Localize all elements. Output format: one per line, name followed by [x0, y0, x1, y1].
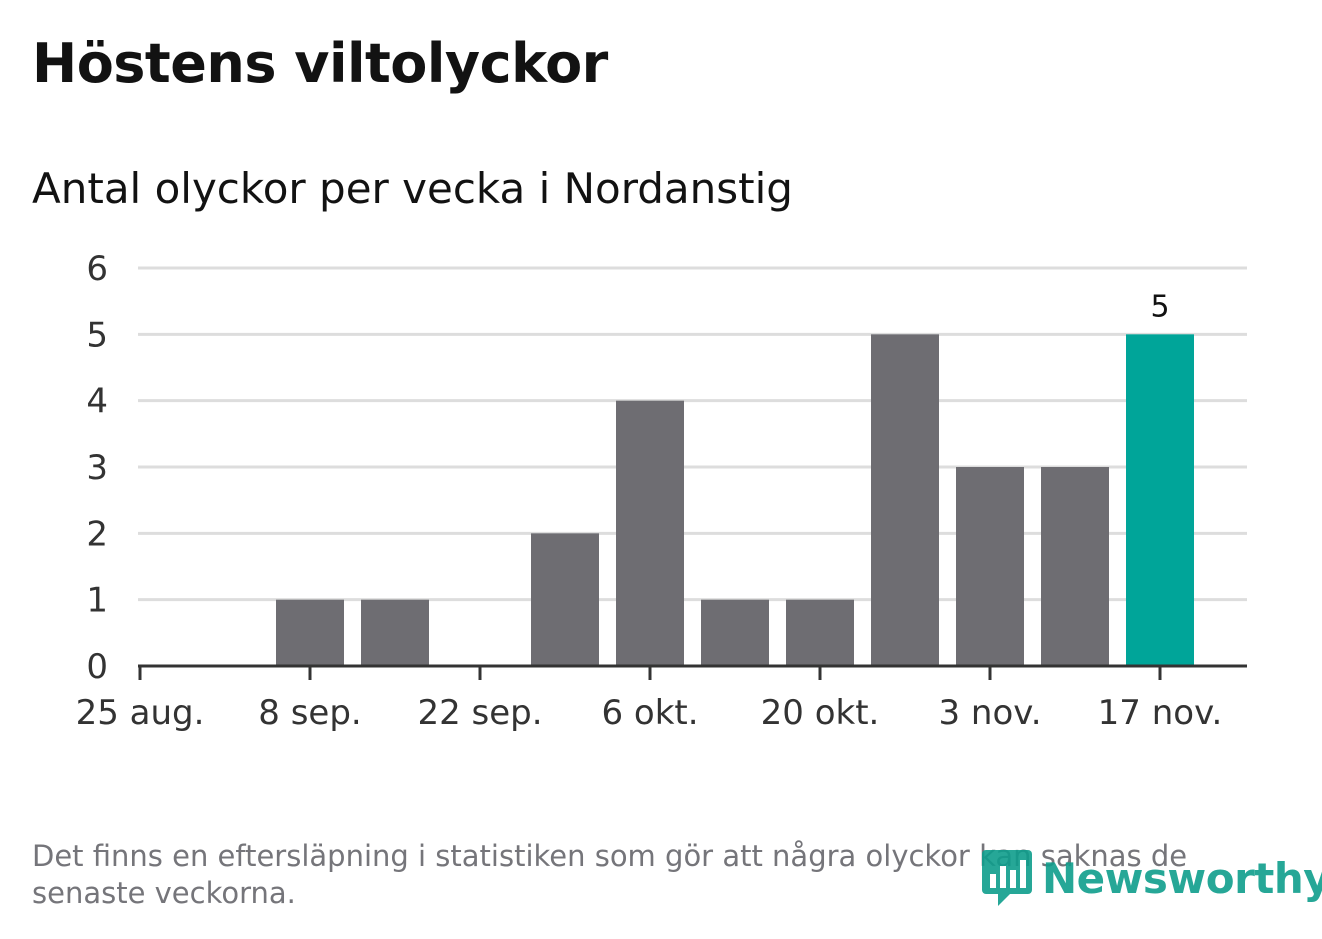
x-tick-label: 17 nov. [1098, 693, 1223, 733]
bar [616, 400, 684, 666]
x-axis-ticks: 25 aug. 8 sep. 22 sep. 6 okt. 20 okt. 3 nov. 1… [76, 666, 1223, 733]
x-tick-label: 6 okt. [601, 693, 698, 733]
y-tick-label: 3 [86, 448, 108, 488]
bar [871, 334, 939, 666]
chart-title: Höstens viltolyckor [32, 32, 608, 95]
y-tick-label: 5 [86, 315, 108, 355]
data-labels: 5 [1150, 289, 1169, 324]
bars [276, 334, 1194, 666]
bar [701, 599, 769, 666]
y-tick-label: 4 [86, 382, 108, 422]
newsworthy-logo: Newsworthy [980, 848, 1322, 908]
highlight-data-label: 5 [1150, 289, 1169, 324]
y-axis-ticks: 0 1 2 3 4 5 6 [86, 249, 108, 687]
bar [956, 467, 1024, 666]
bar [276, 599, 344, 666]
x-tick-label: 3 nov. [938, 693, 1041, 733]
y-tick-label: 6 [86, 249, 108, 289]
newsworthy-logo-text: Newsworthy [1042, 853, 1322, 903]
x-tick-label: 25 aug. [76, 693, 205, 733]
bar [786, 599, 854, 666]
x-tick-label: 22 sep. [417, 693, 542, 733]
y-tick-label: 1 [86, 581, 108, 621]
y-tick-label: 0 [86, 647, 108, 687]
newsworthy-logo-icon [982, 850, 1032, 906]
chart-subtitle: Antal olyckor per vecka i Nordanstig [32, 164, 793, 213]
bar [1041, 467, 1109, 666]
bar [361, 599, 429, 666]
y-tick-label: 2 [86, 514, 108, 554]
x-tick-label: 20 okt. [761, 693, 880, 733]
x-tick-label: 8 sep. [258, 693, 361, 733]
bar-highlight [1126, 334, 1194, 666]
bar [531, 533, 599, 666]
